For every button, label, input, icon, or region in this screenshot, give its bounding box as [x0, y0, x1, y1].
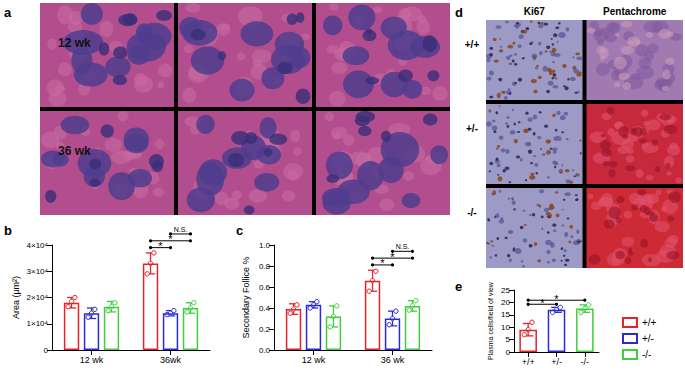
svg-text:36 wk: 36 wk: [381, 355, 405, 365]
svg-text:+/-: +/-: [551, 357, 562, 367]
svg-text:0: 0: [506, 348, 511, 357]
svg-text:0.4: 0.4: [259, 304, 271, 313]
svg-text:*: *: [380, 257, 385, 269]
svg-text:15: 15: [501, 310, 510, 319]
svg-text:2×10⁴: 2×10⁴: [27, 293, 49, 302]
svg-text:1×10⁴: 1×10⁴: [27, 319, 49, 328]
svg-text:-/-: -/-: [642, 349, 651, 360]
svg-text:a: a: [4, 5, 12, 20]
svg-text:0.2: 0.2: [259, 325, 271, 334]
svg-text:Secondary Follice %: Secondary Follice %: [241, 256, 251, 338]
svg-text:0.0: 0.0: [259, 346, 271, 355]
svg-text:*: *: [158, 240, 163, 252]
svg-text:*: *: [554, 293, 559, 305]
svg-text:4×10⁴: 4×10⁴: [27, 241, 49, 250]
svg-text:*: *: [390, 251, 395, 263]
svg-text:12 wk: 12 wk: [302, 355, 326, 365]
svg-text:12 wk: 12 wk: [58, 36, 91, 50]
svg-text:+/-: +/-: [466, 123, 478, 134]
svg-text:c: c: [236, 223, 243, 238]
svg-text:36 wk: 36 wk: [58, 144, 91, 158]
svg-text:Plasma cells/field of view: Plasma cells/field of view: [487, 281, 494, 360]
svg-text:*: *: [168, 233, 173, 245]
svg-text:36wk: 36wk: [160, 355, 182, 365]
svg-text:12 wk: 12 wk: [80, 355, 104, 365]
svg-text:b: b: [4, 223, 12, 238]
svg-text:*: *: [540, 297, 545, 309]
svg-text:-/-: -/-: [581, 357, 590, 367]
svg-text:0.6: 0.6: [259, 283, 271, 292]
svg-text:e: e: [455, 279, 462, 294]
svg-text:25: 25: [501, 286, 510, 295]
svg-text:20: 20: [501, 298, 510, 307]
svg-text:Ki67: Ki67: [524, 6, 546, 17]
svg-text:0.8: 0.8: [259, 262, 271, 271]
svg-text:+/+: +/+: [642, 317, 657, 328]
svg-text:Pentachrome: Pentachrome: [603, 6, 667, 17]
svg-text:+/+: +/+: [465, 39, 480, 50]
svg-text:N.S.: N.S.: [396, 243, 410, 250]
svg-text:5: 5: [506, 335, 511, 344]
svg-text:0: 0: [44, 346, 49, 355]
svg-text:+/+: +/+: [522, 357, 535, 367]
svg-text:10: 10: [501, 323, 510, 332]
svg-text:Area (μm²): Area (μm²): [11, 276, 21, 319]
svg-text:+/-: +/-: [642, 333, 654, 344]
svg-text:3×10⁴: 3×10⁴: [27, 267, 49, 276]
svg-text:-/-: -/-: [467, 207, 476, 218]
svg-text:d: d: [455, 5, 463, 20]
svg-text:1.0: 1.0: [259, 241, 271, 250]
svg-text:N.S.: N.S.: [174, 226, 188, 233]
